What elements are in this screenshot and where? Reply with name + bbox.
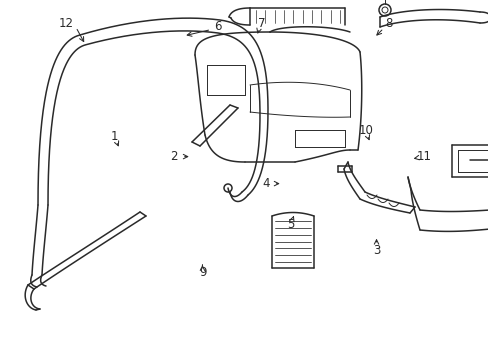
Text: 4: 4 (262, 177, 270, 190)
Text: 3: 3 (372, 244, 380, 257)
Text: 7: 7 (257, 17, 265, 30)
Text: 9: 9 (199, 266, 206, 279)
Text: 12: 12 (59, 17, 73, 30)
Text: 2: 2 (169, 150, 177, 163)
Text: 10: 10 (358, 124, 372, 137)
Text: 8: 8 (384, 17, 392, 30)
Text: 6: 6 (213, 21, 221, 33)
Text: 1: 1 (111, 130, 119, 143)
Text: 11: 11 (416, 150, 431, 163)
Text: 5: 5 (286, 219, 294, 231)
